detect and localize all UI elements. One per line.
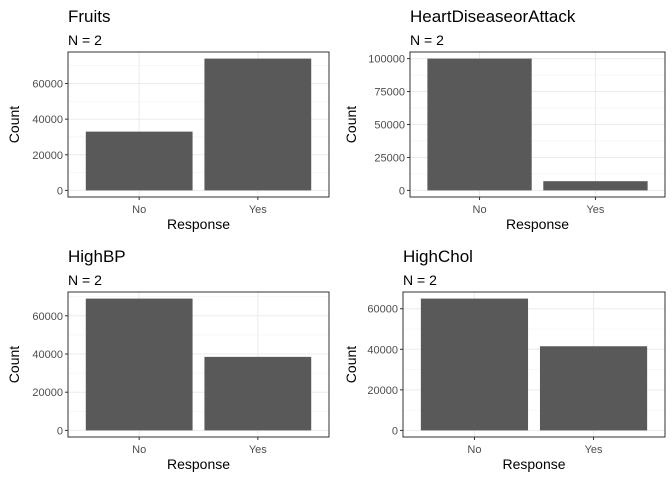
x-axis-title: Response xyxy=(167,216,230,232)
y-axis-title: Count xyxy=(6,106,22,143)
chart-subtitle: N = 2 xyxy=(68,272,102,288)
bar-no xyxy=(85,131,193,191)
y-tick-label: 0 xyxy=(57,185,63,197)
x-tick-label: Yes xyxy=(586,204,604,216)
y-tick-label: 40000 xyxy=(32,349,63,361)
chart-subtitle: N = 2 xyxy=(403,272,437,288)
y-tick-label: 50000 xyxy=(374,120,405,132)
x-axis-title: Response xyxy=(506,216,569,232)
chart-subtitle: N = 2 xyxy=(68,32,102,48)
chart-panel-3: 0 20000 40000 60000 No Yes HighBP N = 2 Response… xyxy=(6,247,330,472)
x-tick-label: Yes xyxy=(249,444,267,456)
y-tick-label: 0 xyxy=(392,425,398,437)
panel-border xyxy=(402,291,666,438)
chart-panel-2: 0 25000 50000 75000 100000 No Yes HeartDiseaseo… xyxy=(343,7,666,232)
bar-no xyxy=(85,298,193,431)
chart-panel-1: 0 20000 40000 60000 No Yes Fruits N = 2 Response… xyxy=(6,7,330,232)
y-tick-label: 100000 xyxy=(368,54,405,66)
y-axis-title: Count xyxy=(343,346,359,383)
x-axis-title: Response xyxy=(167,456,230,472)
y-axis-title: Count xyxy=(343,106,359,143)
bar-yes xyxy=(543,181,648,191)
chart-title: HeartDiseaseorAttack xyxy=(410,7,576,26)
x-tick-label: No xyxy=(132,444,146,456)
chart-subtitle: N = 2 xyxy=(410,32,444,48)
x-axis-title: Response xyxy=(502,456,565,472)
y-tick-label: 20000 xyxy=(367,385,398,397)
x-tick-label: No xyxy=(473,204,487,216)
x-tick-label: No xyxy=(132,204,146,216)
y-tick-label: 0 xyxy=(399,185,405,197)
bar-yes xyxy=(204,58,312,191)
y-tick-label: 25000 xyxy=(374,152,405,164)
chart-title: HighChol xyxy=(403,247,473,266)
bar-yes xyxy=(539,346,648,431)
y-tick-label: 60000 xyxy=(32,311,63,323)
y-tick-label: 20000 xyxy=(32,150,63,162)
y-tick-label: 60000 xyxy=(367,304,398,316)
panel-border xyxy=(67,51,330,198)
chart-title: HighBP xyxy=(68,247,126,266)
y-axis-title: Count xyxy=(6,346,22,383)
chart-panel-4: 0 20000 40000 60000 No Yes HighChol N = 2 Respon… xyxy=(343,247,666,472)
y-tick-label: 20000 xyxy=(32,387,63,399)
x-tick-label: Yes xyxy=(585,444,603,456)
x-tick-label: Yes xyxy=(249,204,267,216)
panel-border xyxy=(67,291,330,438)
y-tick-label: 0 xyxy=(57,425,63,437)
bar-no xyxy=(420,298,529,431)
y-tick-label: 40000 xyxy=(32,114,63,126)
y-tick-label: 60000 xyxy=(32,79,63,91)
x-tick-label: No xyxy=(467,444,481,456)
y-tick-label: 75000 xyxy=(374,87,405,99)
bar-no xyxy=(427,58,532,191)
bar-yes xyxy=(204,356,312,431)
y-tick-label: 40000 xyxy=(367,344,398,356)
chart-title: Fruits xyxy=(68,7,111,26)
